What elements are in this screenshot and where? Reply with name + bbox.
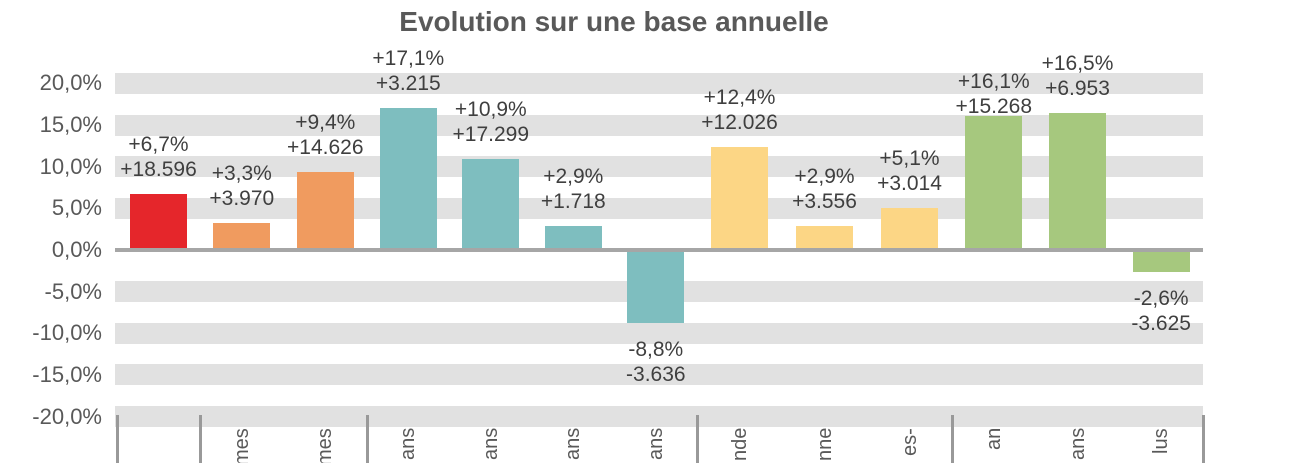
bar-data-label: +10,9% +17.299 [406, 97, 576, 147]
bar-percent-label: +2,9% [543, 164, 604, 188]
bar-percent-label: +12,4% [703, 85, 776, 109]
x-category-label: mes [314, 428, 337, 463]
y-tick-label: 20,0% [39, 70, 102, 96]
bar-value-label: +14.626 [287, 135, 364, 159]
x-category-label: ans [562, 427, 585, 460]
y-tick-label: 15,0% [39, 112, 102, 138]
category-tick [695, 415, 699, 463]
bar-percent-label: +16,1% [957, 69, 1030, 93]
bar-data-label: +12,4% +12.026 [655, 85, 825, 135]
bar [462, 159, 520, 250]
bar-data-label: +2,9% +3.556 [740, 164, 910, 214]
bar-data-label: +2,9% +1.718 [488, 164, 658, 214]
bar-value-label: +1.718 [540, 189, 606, 213]
y-tick-label: 10,0% [39, 153, 102, 179]
bar [213, 222, 271, 250]
bar-data-label: -2,6% -3.625 [1076, 286, 1246, 336]
bar-data-label: +9,4% +14.626 [240, 110, 410, 160]
bar [627, 250, 685, 324]
chart-title: Evolution sur une base annuelle [399, 6, 829, 37]
bar-percent-label: +17,1% [372, 46, 445, 70]
y-tick-label: 0,0% [51, 237, 102, 262]
bar-percent-label: +3,3% [211, 161, 272, 185]
bar-value-label: +17.299 [452, 123, 530, 147]
bar-percent-label: +2,9% [794, 164, 855, 188]
bar-value-label: +12.026 [701, 110, 778, 134]
y-tick-label: -5,0% [44, 278, 102, 304]
x-category-label: an [982, 427, 1005, 450]
category-tick [115, 415, 119, 463]
bar [965, 115, 1023, 250]
x-category-label: mes [230, 428, 253, 463]
bar-value-label: +6.953 [1045, 76, 1110, 100]
category-tick [1201, 415, 1205, 463]
bar-percent-label: +6,7% [128, 133, 189, 157]
bar [296, 171, 354, 250]
x-category-label: es- [898, 428, 921, 456]
bar [544, 225, 602, 250]
category-tick [950, 415, 954, 463]
grid-band [115, 364, 1203, 386]
bar-data-label: +3,3% +3.970 [157, 161, 327, 211]
bar [711, 146, 768, 250]
x-category-label: nde [728, 427, 751, 461]
bar-value-label: +3.014 [877, 171, 942, 195]
bar [130, 194, 187, 250]
bar [1049, 112, 1106, 250]
bar-value-label: +15.268 [955, 94, 1033, 118]
x-category-label: ans [644, 427, 667, 460]
x-category-label: lus [1150, 428, 1173, 454]
y-tick-label: -15,0% [32, 361, 102, 387]
x-category-label: nne [813, 427, 836, 461]
zero-axis-line [115, 248, 1203, 252]
x-category-label: ans [1066, 427, 1089, 460]
bar [379, 107, 437, 250]
bar-data-label: +17,1% +3.215 [323, 46, 493, 96]
bar-value-label: -3.625 [1131, 311, 1191, 335]
grid-band [115, 406, 1203, 428]
bar-value-label: +3.556 [792, 189, 857, 213]
bar-percent-label: +10,9% [454, 98, 527, 122]
bar-value-label: +18.596 [120, 158, 197, 182]
bar-data-label: -8,8% -3.636 [571, 337, 741, 387]
bar-percent-label: +16,5% [1041, 51, 1114, 75]
grid-band [115, 72, 1203, 94]
category-tick [198, 415, 202, 463]
bar [1132, 250, 1190, 272]
bar [796, 225, 853, 250]
bar-value-label: -3.636 [626, 363, 686, 387]
x-category-label: ans [397, 427, 420, 460]
y-tick-label: -20,0% [32, 403, 102, 429]
bar-percent-label: -8,8% [628, 338, 684, 362]
bar-percent-label: -2,6% [1133, 286, 1189, 310]
grid-band [115, 322, 1203, 344]
bar [881, 207, 938, 250]
category-tick [365, 415, 369, 463]
y-tick-label: 5,0% [51, 195, 102, 221]
bar-percent-label: +5,1% [879, 146, 940, 170]
x-category-label: ans [479, 427, 502, 460]
bar-data-label: +16,1% +15.268 [909, 69, 1079, 119]
bar-value-label: +3.215 [375, 71, 441, 95]
bar-data-label: +16,5% +6.953 [993, 51, 1163, 101]
bar-value-label: +3.970 [209, 186, 275, 210]
y-tick-label: -10,0% [32, 320, 102, 346]
bar-percent-label: +9,4% [295, 110, 356, 134]
bar-data-label: +6,7% +18.596 [74, 132, 244, 182]
bar-data-label: +5,1% +3.014 [825, 146, 995, 196]
